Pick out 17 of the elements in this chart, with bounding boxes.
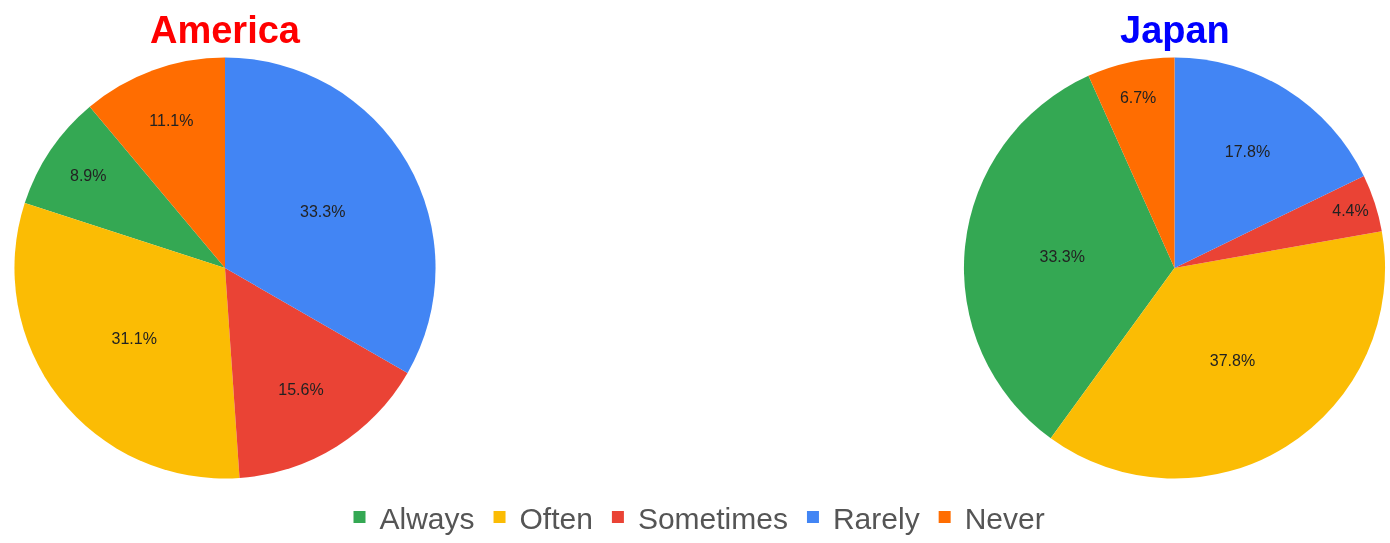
legend-label: Sometimes — [637, 501, 788, 535]
legend-label: Rarely — [832, 501, 920, 535]
data-label: 31.1% — [111, 330, 157, 348]
data-label: 15.6% — [278, 380, 324, 398]
slice-label: America — [150, 9, 301, 51]
data-label: 33.3% — [1039, 247, 1085, 265]
legend-label: Never — [964, 501, 1045, 535]
data-label: 6.7% — [1119, 89, 1157, 107]
data-label: 8.9% — [70, 167, 107, 185]
legend-label: Often — [519, 501, 593, 535]
data-label: 37.8% — [1209, 352, 1256, 370]
data-label: 4.4% — [1332, 202, 1369, 220]
data-label: 33.3% — [299, 202, 346, 220]
data-label: 17.8% — [1224, 142, 1271, 160]
data-label: 11.1% — [149, 112, 194, 130]
legend-label: Always — [379, 501, 475, 535]
slice-label: Japan — [1120, 9, 1230, 51]
